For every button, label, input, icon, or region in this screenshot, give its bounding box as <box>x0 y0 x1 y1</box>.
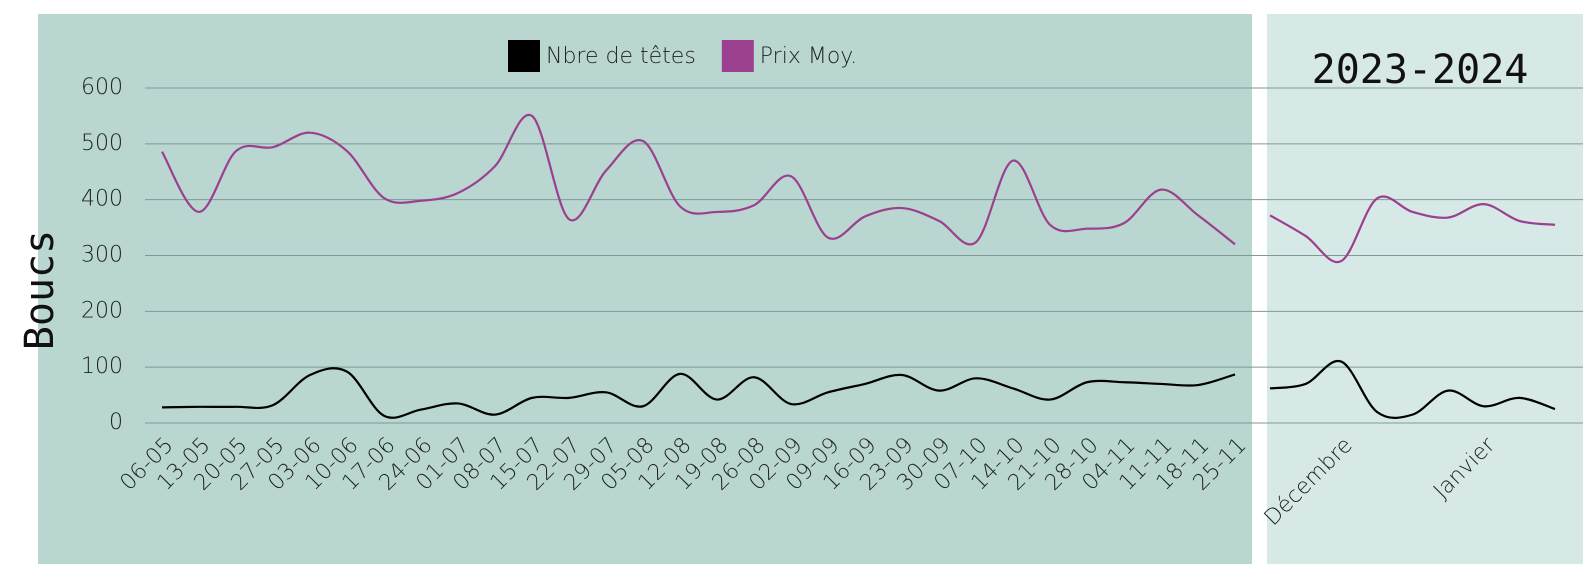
chart-title: 2023-2024 <box>1312 47 1529 93</box>
y-tick-label: 100 <box>81 354 123 379</box>
y-axis-label: Boucs <box>17 230 63 350</box>
panel-main <box>38 14 1252 564</box>
line-series <box>1269 195 1556 264</box>
panel-side <box>1267 14 1583 564</box>
line-series <box>161 367 1236 419</box>
y-tick-label: 500 <box>81 131 123 156</box>
y-tick-label: 0 <box>109 410 123 435</box>
legend-swatch <box>721 40 754 72</box>
y-tick-label: 400 <box>81 187 123 212</box>
legend-label: Nbre de têtes <box>546 44 696 69</box>
y-tick-label: 600 <box>81 75 123 100</box>
y-tick-label: 200 <box>81 298 123 323</box>
y-tick-label: 300 <box>81 243 123 268</box>
line-series <box>161 113 1236 246</box>
legend-swatch <box>508 40 540 72</box>
legend-label: Prix Moy. <box>760 44 857 69</box>
line-series <box>1269 359 1556 419</box>
